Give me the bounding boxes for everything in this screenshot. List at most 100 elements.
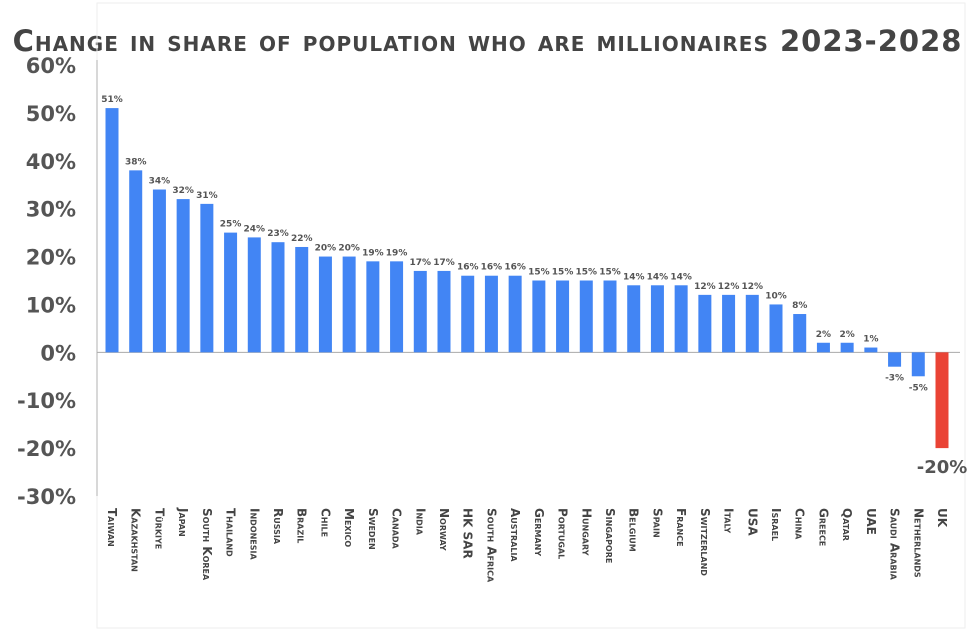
data-label: -3% — [885, 374, 904, 384]
bar-south-korea — [200, 203, 214, 353]
x-tick-label: India — [413, 508, 427, 536]
y-tick-label: 50% — [26, 102, 76, 126]
bar-belgium — [627, 285, 641, 353]
data-label: 12% — [742, 282, 764, 292]
bar-italy — [722, 294, 736, 353]
y-tick-label: -30% — [17, 485, 76, 509]
x-tick-label: Australia — [508, 508, 522, 562]
bar-indonesia — [247, 237, 261, 353]
x-tick-label: China — [793, 508, 807, 540]
x-tick-label: Taiwan — [105, 508, 119, 547]
data-label: 31% — [196, 191, 218, 201]
x-tick-label: Switzerland — [698, 508, 712, 576]
x-tick-label: Mexico — [342, 508, 356, 547]
bar-canada — [390, 261, 404, 353]
data-label: 2% — [840, 330, 855, 340]
data-label: 20% — [315, 244, 337, 254]
x-tick-label: Qatar — [840, 508, 854, 541]
data-label: 23% — [267, 229, 289, 239]
bar-france — [674, 285, 688, 353]
x-tick-label: Norway — [437, 508, 451, 551]
x-tick-label: Greece — [816, 508, 830, 546]
data-label: 15% — [599, 268, 621, 278]
bar-uae — [864, 347, 878, 353]
x-tick-label: Singapore — [603, 508, 617, 563]
bar-taiwan — [105, 108, 119, 353]
data-label: 19% — [386, 248, 408, 258]
bar-kazakhstan — [129, 170, 143, 353]
data-label: 14% — [670, 272, 692, 282]
x-tick-label: France — [674, 508, 688, 547]
x-tick-label: UAE — [864, 508, 878, 535]
data-label: 14% — [647, 272, 669, 282]
data-label: 16% — [481, 263, 503, 273]
bar-saudi-arabia — [888, 352, 902, 367]
y-tick-label: 10% — [26, 293, 76, 317]
chart-title: Change in share of population who are mi… — [12, 24, 963, 58]
data-label: 16% — [457, 263, 479, 273]
x-tick-label: Belgium — [627, 508, 641, 552]
x-tick-label: Spain — [650, 508, 664, 538]
x-tick-label: UK — [935, 508, 949, 528]
data-label: 17% — [410, 258, 432, 268]
x-tick-label: Hungary — [579, 508, 593, 556]
x-tick-label: South Africa — [484, 508, 498, 583]
x-tick-label: Portugal — [556, 508, 570, 559]
x-tick-label: Japan — [176, 507, 190, 537]
bar-spain — [650, 285, 664, 353]
data-label: 20% — [338, 244, 360, 254]
bar-china — [793, 314, 807, 353]
data-label: 1% — [863, 335, 878, 345]
data-label: 34% — [149, 177, 171, 187]
x-tick-label: USA — [745, 508, 759, 536]
bar-south-africa — [484, 275, 498, 353]
data-label: 10% — [765, 291, 787, 301]
bar-portugal — [556, 280, 570, 353]
bar-hk-sar — [461, 275, 475, 353]
bar-qatar — [840, 342, 854, 353]
y-tick-label: -10% — [17, 389, 76, 413]
data-label: 14% — [623, 272, 645, 282]
bar-india — [413, 270, 427, 353]
bar-switzerland — [698, 294, 712, 353]
bar-greece — [816, 342, 830, 353]
x-tick-label: Germany — [532, 508, 546, 556]
bar-norway — [437, 270, 451, 353]
bar-russia — [271, 242, 285, 353]
x-tick-label: HK SAR — [461, 508, 475, 559]
y-tick-label: 40% — [26, 150, 76, 174]
y-tick-label: 20% — [26, 246, 76, 270]
bar-thailand — [224, 232, 238, 353]
data-label: 25% — [220, 220, 242, 230]
data-label: 12% — [694, 282, 716, 292]
data-label: 12% — [718, 282, 740, 292]
bar-uk — [935, 352, 949, 449]
bar-israel — [769, 304, 783, 353]
bar-germany — [532, 280, 546, 353]
x-tick-label: Thailand — [224, 508, 238, 557]
x-tick-label: Indonesia — [247, 508, 261, 561]
x-tick-label: Canada — [390, 508, 404, 550]
data-label: 15% — [576, 268, 598, 278]
data-label: 15% — [528, 268, 550, 278]
data-label: 15% — [552, 268, 574, 278]
bar-sweden — [366, 261, 380, 353]
data-label: 17% — [433, 258, 455, 268]
x-tick-label: Türkiye — [152, 508, 166, 549]
x-tick-label: Saudi Arabia — [888, 508, 902, 581]
y-tick-label: 0% — [40, 341, 76, 365]
bar-japan — [176, 199, 190, 353]
data-label: 2% — [816, 330, 831, 340]
data-label: 32% — [172, 186, 194, 196]
x-tick-label: Chile — [318, 508, 332, 537]
x-tick-label: Sweden — [366, 508, 380, 550]
data-label: 22% — [291, 234, 313, 244]
data-label: -20% — [917, 457, 968, 478]
x-tick-label: South Korea — [200, 508, 214, 581]
bar-türkiye — [152, 189, 166, 353]
data-label: 51% — [101, 95, 123, 105]
bar-chile — [318, 256, 332, 353]
data-label: -5% — [909, 383, 928, 393]
x-tick-label: Kazakhstan — [129, 508, 143, 572]
